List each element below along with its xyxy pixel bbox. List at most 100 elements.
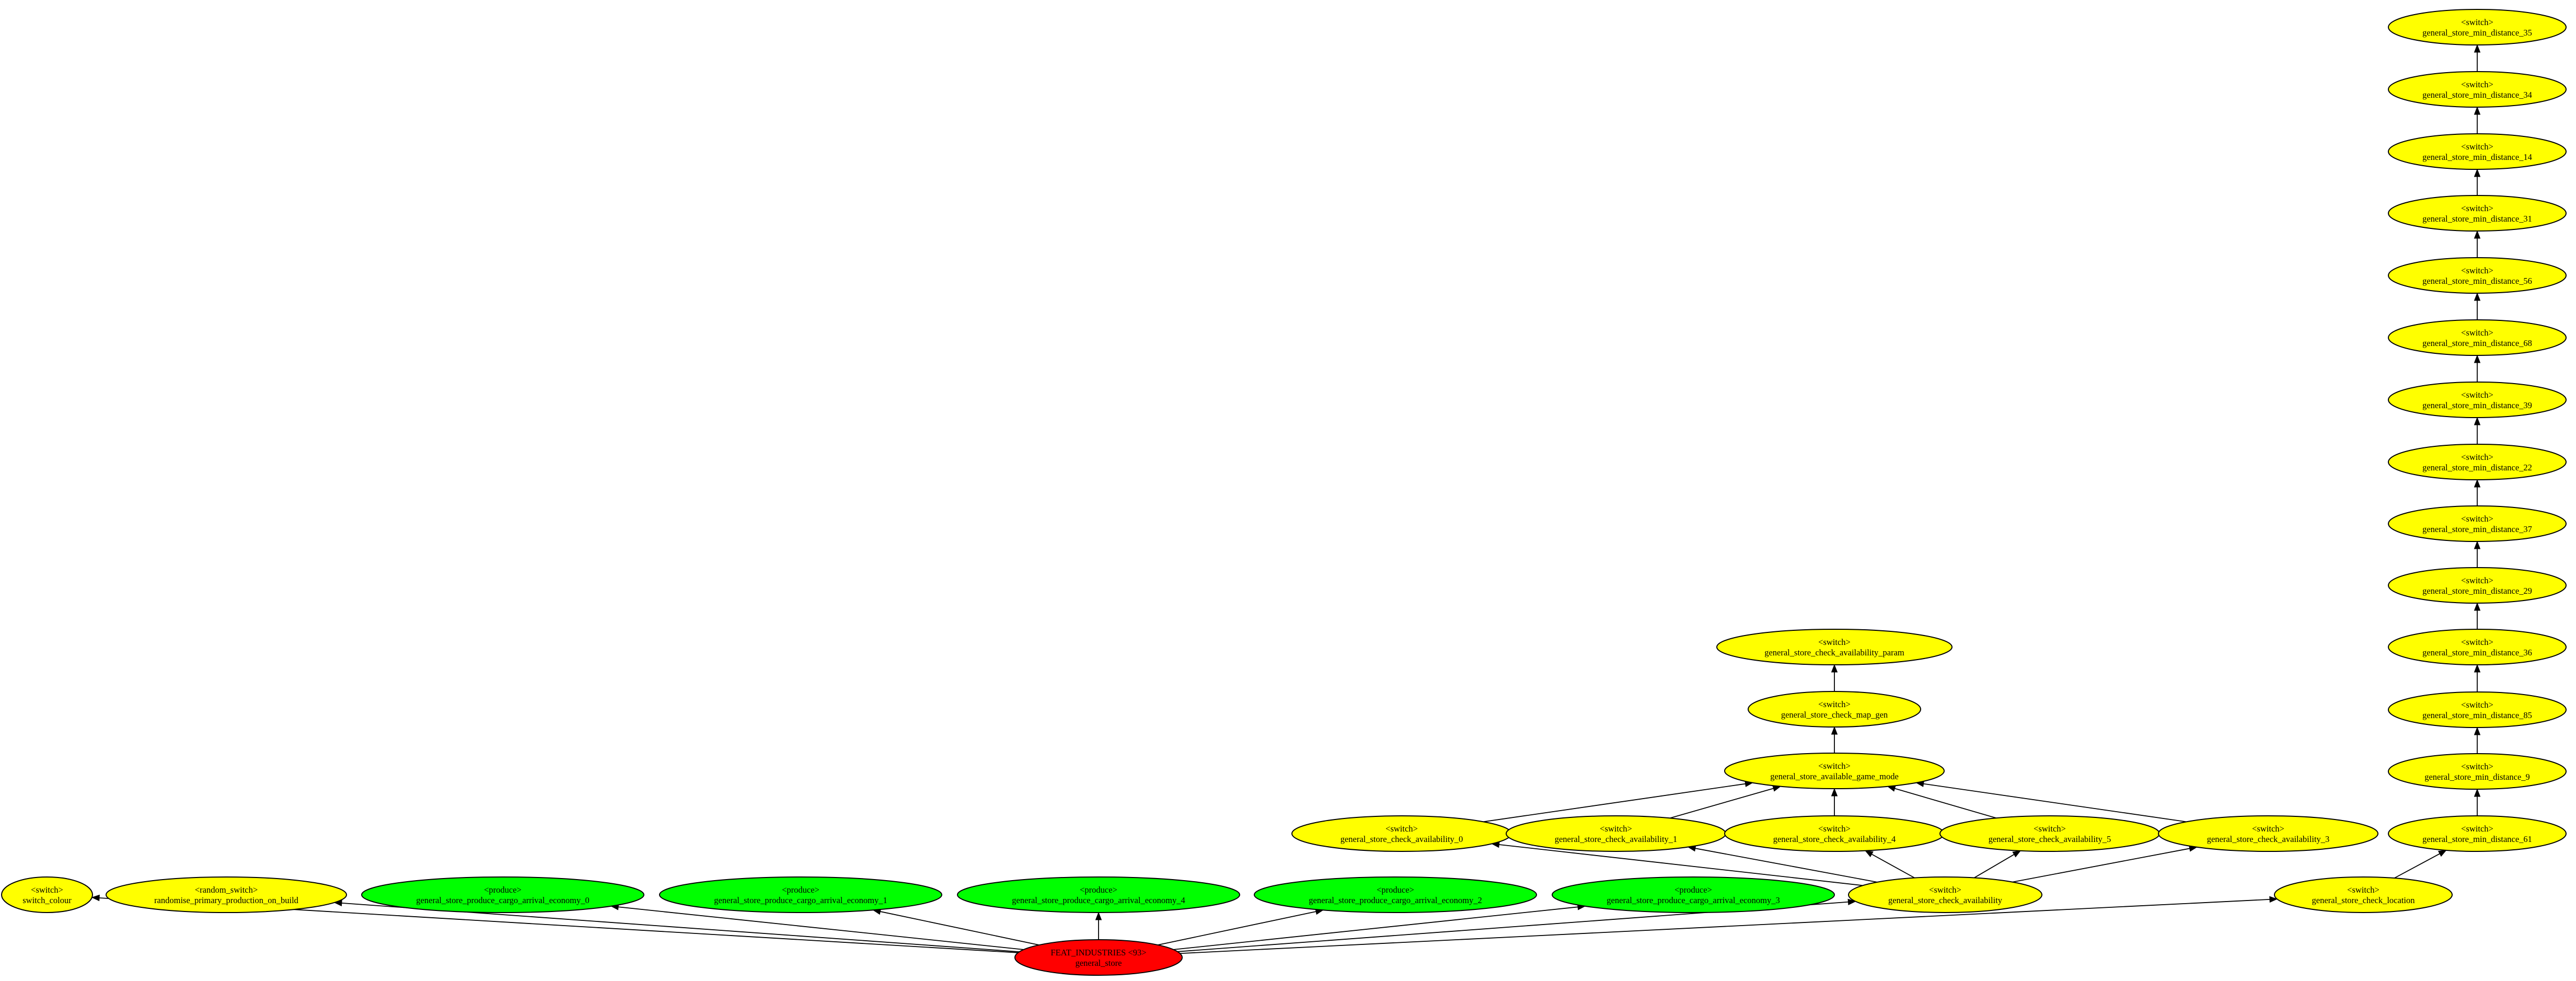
node-ellipse [2388,691,2567,728]
edge-line [1669,788,1774,819]
graph-node-produce_2: <produce>general_store_produce_cargo_arr… [1254,876,1537,913]
node-id-label: general_store_min_distance_14 [2422,152,2532,162]
node-type-label: <switch> [2461,452,2493,462]
node-type-label: <switch> [2461,637,2493,647]
node-type-label: <switch> [1818,824,1851,834]
edge-root-to-produce_2 [1158,908,1324,945]
node-type-label: <produce> [1674,885,1712,895]
edges-layer [91,44,2481,954]
node-id-label: general_store_min_distance_85 [2422,710,2532,720]
edge-root-to-produce_1 [872,908,1039,945]
node-type-label: <switch> [1818,637,1851,647]
node-id-label: general_store_produce_cargo_arrival_econ… [714,895,887,905]
node-type-label: <switch> [2347,885,2379,895]
node-type-label: <switch> [31,885,63,895]
node-ellipse [1014,939,1183,976]
graph-node-md_68: <switch>general_store_min_distance_68 [2388,319,2567,356]
edge-line [1158,911,1316,945]
node-id-label: general_store_check_map_gen [1781,710,1888,720]
graph-node-md_31: <switch>general_store_min_distance_31 [2388,195,2567,232]
node-id-label: general_store_check_availability [1888,895,2003,905]
arrow-head-icon [91,894,100,902]
node-ellipse [2158,815,2378,852]
edge-line [1895,788,1997,819]
arrow-head-icon [1831,788,1838,797]
node-id-label: general_store_check_availability_3 [2207,834,2330,844]
node-ellipse [2274,876,2453,913]
node-type-label: <switch> [2461,266,2493,275]
edge-md_34-to-md_35 [2474,44,2481,72]
node-id-label: general_store_produce_cargo_arrival_econ… [1607,895,1780,905]
node-ellipse [2388,753,2567,790]
node-id-label: randomise_primary_production_on_build [154,895,299,905]
graph-node-md_36: <switch>general_store_min_distance_36 [2388,629,2567,665]
graph-node-md_9: <switch>general_store_min_distance_9 [2388,753,2567,790]
node-type-label: <switch> [1818,761,1851,771]
graph-node-produce_3: <produce>general_store_produce_cargo_arr… [1552,876,1835,913]
arrow-head-icon [2438,850,2447,857]
graph-node-md_61: <switch>general_store_min_distance_61 [2388,815,2567,852]
graph-node-randomise_primary_production_on_build: <random_switch>randomise_primary_product… [106,876,347,913]
arrow-head-icon [2474,168,2481,177]
node-id-label: switch_colour [22,895,72,905]
node-id-label: general_store_produce_cargo_arrival_econ… [1309,895,1482,905]
node-type-label: <switch> [2461,203,2493,213]
graph-node-switch_colour: <switch>switch_colour [1,876,93,913]
node-ellipse [1552,876,1835,913]
node-type-label: FEAT_INDUSTRIES <93> [1050,948,1146,957]
node-type-label: <switch> [2461,390,2493,400]
node-type-label: <produce> [782,885,819,895]
node-ellipse [1,876,93,913]
graph-node-produce_1: <produce>general_store_produce_cargo_arr… [659,876,942,913]
node-ellipse [2388,505,2567,542]
arrow-head-icon [2474,230,2481,239]
graph-node-md_85: <switch>general_store_min_distance_85 [2388,691,2567,728]
edge-line [1973,854,2015,879]
graph-node-produce_4: <produce>general_store_produce_cargo_arr… [957,876,1240,913]
edge-line [1871,853,1915,879]
edge-md_85-to-md_36 [2474,664,2481,692]
edge-md_61-to-md_9 [2474,788,2481,816]
graph-node-ca_4: <switch>general_store_check_availability… [1724,815,1945,852]
edge-line [880,911,1039,945]
node-type-label: <switch> [2461,700,2493,710]
node-type-label: <switch> [2252,824,2284,834]
graph-node-md_39: <switch>general_store_min_distance_39 [2388,382,2567,418]
arrow-head-icon [1864,850,1874,858]
node-id-label: general_store_min_distance_56 [2422,276,2532,286]
edge-check_availability-to-ca_5 [1973,850,2021,879]
arrow-head-icon [1831,726,1838,735]
node-id-label: general_store_available_game_mode [1770,771,1899,781]
graph-node-md_35: <switch>general_store_min_distance_35 [2388,9,2567,45]
graph-node-md_22: <switch>general_store_min_distance_22 [2388,444,2567,480]
node-ellipse [2388,444,2567,480]
arrow-head-icon [2012,850,2021,858]
node-type-label: <switch> [1385,824,1418,834]
arrow-head-icon [2474,44,2481,53]
node-id-label: general_store_min_distance_9 [2424,772,2530,782]
edge-map_gen-to-ca_param [1831,664,1838,691]
node-id-label: general_store_check_location [2312,895,2415,905]
edge-md_39-to-md_68 [2474,354,2481,382]
node-ellipse [1724,815,1945,852]
node-ellipse [106,876,347,913]
graph-node-ca_5: <switch>general_store_check_availability… [1939,815,2160,852]
node-type-label: <switch> [2034,824,2066,834]
arrow-head-icon [2269,896,2278,903]
node-id-label: general_store_check_availability_5 [1989,834,2111,844]
edge-line [618,906,1024,950]
node-type-label: <switch> [2461,514,2493,524]
arrow-head-icon [2474,292,2481,301]
edge-md_36-to-md_29 [2474,602,2481,629]
graph-node-ca_0: <switch>general_store_check_availability… [1291,815,1512,852]
edge-md_22-to-md_39 [2474,417,2481,444]
node-id-label: general_store_min_distance_35 [2422,28,2532,38]
node-ellipse [1254,876,1537,913]
arrow-head-icon [2474,354,2481,363]
graph-node-md_34: <switch>general_store_min_distance_34 [2388,71,2567,108]
node-id-label: general_store_check_availability_0 [1341,834,1463,844]
node-type-label: <switch> [2461,79,2493,89]
edge-line [1923,783,2187,823]
arrow-head-icon [2474,479,2481,488]
node-id-label: general_store_min_distance_34 [2422,90,2532,100]
